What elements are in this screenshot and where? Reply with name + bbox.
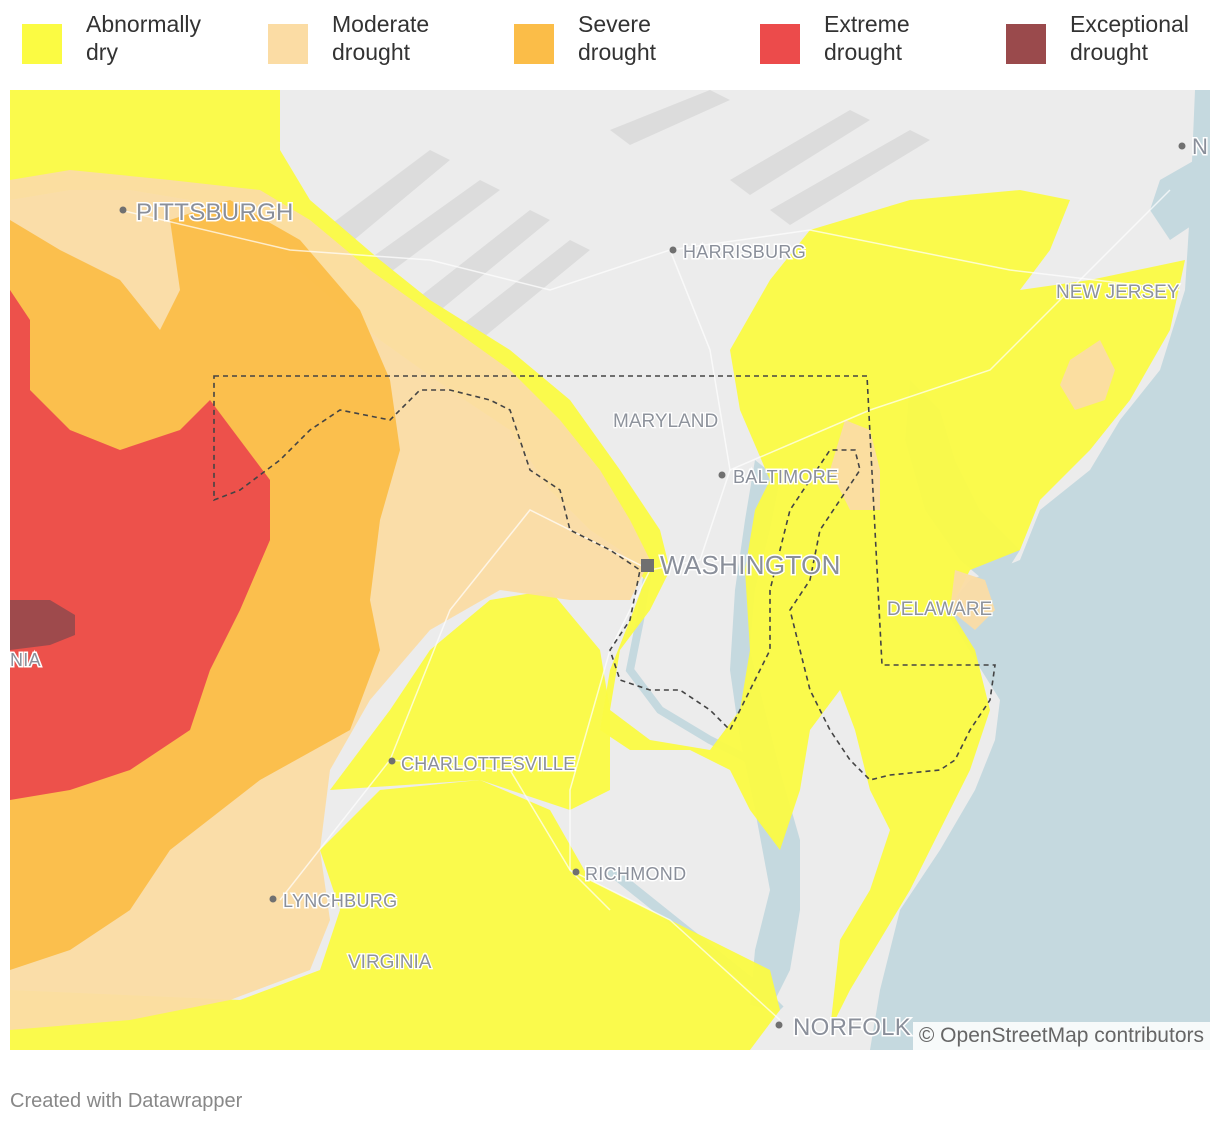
legend: Abnormally dry Moderate drought Severe d… [0,0,1220,84]
legend-label-exceptional-drought: Exceptional drought [1070,10,1210,66]
layer-abnormally-dry [10,90,1185,1050]
legend-label-severe-drought: Severe drought [578,10,718,66]
map-attribution[interactable]: © OpenStreetMap contributors [912,1022,1210,1050]
harrisburg-label: HARRISBURG [683,242,806,262]
legend-swatch-abnormally-dry [22,24,62,64]
new-york-dot [1178,142,1186,150]
pittsburgh-label: PITTSBURGH [136,199,294,226]
washington-marker [641,559,654,572]
legend-swatch-severe-drought [514,24,554,64]
atlantic-ocean [870,90,1210,1050]
norfolk-dot [775,1021,783,1029]
city-dots [119,142,1186,1029]
legend-swatch-exceptional-drought [1006,24,1046,64]
drought-map[interactable]: PITTSBURGH HARRISBURG NEW JERSEY MARYLAN… [10,90,1210,1050]
richmond-dot [572,868,580,876]
legend-label-line2: dry [86,39,118,65]
harrisburg-dot [669,246,677,254]
new-jersey-label: NEW JERSEY [1056,282,1180,303]
legend-label-line2: drought [332,39,411,65]
legend-label-line1: Moderate [332,11,430,37]
pittsburgh-dot [119,206,127,214]
new-york-harbor [1150,160,1200,240]
legend-item-abnormally-dry: Abnormally dry [22,10,226,66]
baltimore-dot [718,471,726,479]
legend-label-line1: Abnormally [86,11,202,37]
legend-label-line1: Exceptional [1070,11,1189,37]
legend-label-moderate-drought: Moderate drought [332,10,472,66]
maryland-label: MARYLAND [613,411,718,432]
legend-label-line2: drought [1070,39,1149,65]
legend-label-line1: Severe [578,11,651,37]
datawrapper-credit[interactable]: Created with Datawrapper [10,1090,243,1112]
road-network [119,189,1181,1021]
maryland-border [213,375,996,781]
charlottesville-dot [388,757,396,765]
new-york-label-fragment: N [1192,134,1208,159]
legend-item-severe-drought: Severe drought [514,10,718,66]
legend-swatch-extreme-drought [760,24,800,64]
legend-item-extreme-drought: Extreme drought [760,10,964,66]
lynchburg-dot [269,895,277,903]
legend-label-line1: Extreme [824,11,910,37]
legend-label-abnormally-dry: Abnormally dry [86,10,226,66]
legend-label-line2: drought [824,39,903,65]
legend-item-moderate-drought: Moderate drought [268,10,472,66]
map-canvas: PITTSBURGH HARRISBURG NEW JERSEY MARYLAN… [10,90,1210,1050]
washington-label: WASHINGTON [660,550,841,580]
delaware-label: DELAWARE [887,599,992,620]
layer-exceptional-drought [10,600,75,650]
legend-label-extreme-drought: Extreme drought [824,10,964,66]
virginia-label: VIRGINIA [348,952,432,973]
legend-swatch-moderate-drought [268,24,308,64]
legend-label-line2: drought [578,39,657,65]
baltimore-label: BALTIMORE [733,467,838,487]
charlottesville-label: CHARLOTTESVILLE [401,754,576,774]
norfolk-label: NORFOLK [793,1014,911,1041]
layer-extreme-drought [10,290,270,800]
ridge-texture [310,90,930,365]
lynchburg-label: LYNCHBURG [283,891,397,911]
richmond-label: RICHMOND [585,864,686,884]
legend-item-exceptional-drought: Exceptional drought [1006,10,1210,66]
west-virginia-label-fragment: NIA [10,650,41,670]
